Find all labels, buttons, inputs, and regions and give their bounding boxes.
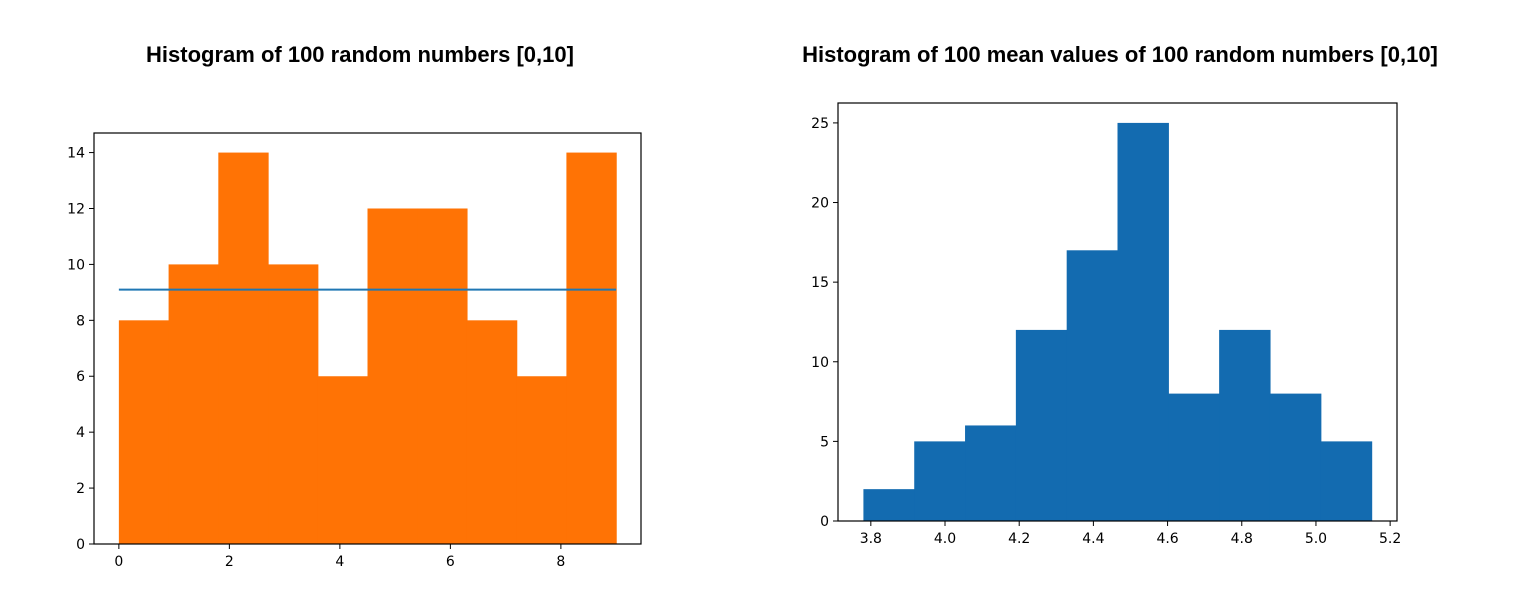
left-chart-bar <box>417 208 468 544</box>
right-chart-x-tick-label: 3.8 <box>860 531 882 547</box>
right-chart-bar <box>1269 393 1322 521</box>
right-chart-y-tick-label: 15 <box>811 275 829 291</box>
left-chart-y-tick-label: 2 <box>76 481 85 497</box>
histogram-right: 3.8 4.0 4.2 4.4 4.6 4.8 5.0 5.2 0 5 10 15 20 25 <box>811 102 1401 547</box>
chart-title-left: Histogram of 100 random numbers [0,10] <box>146 42 574 67</box>
right-chart-x-tick-label: 4.0 <box>934 531 956 547</box>
right-chart-x-tick-label: 5.2 <box>1379 531 1401 547</box>
right-chart-bar <box>1117 122 1169 522</box>
left-chart-y-tick-label: 14 <box>67 146 85 162</box>
right-chart-bar <box>1320 441 1373 521</box>
right-chart-bar <box>1015 329 1068 521</box>
histogram-left: 0 2 4 6 8 0 2 4 6 8 10 12 14 <box>67 132 642 570</box>
left-chart-bar <box>168 264 219 544</box>
right-chart-y-tick-label: 0 <box>820 514 829 530</box>
right-chart-bar <box>1219 329 1271 521</box>
left-chart-bar <box>466 320 518 544</box>
right-chart-bar <box>1066 250 1119 522</box>
left-chart-y-tick-label: 0 <box>76 537 85 553</box>
left-chart-y-tick-label: 4 <box>76 425 85 441</box>
left-chart-x-tick-label: 8 <box>556 554 565 570</box>
right-chart-y-tick-label: 20 <box>811 196 829 212</box>
right-chart-x-tick-label: 4.4 <box>1082 531 1104 547</box>
left-chart-y-tick-label: 12 <box>67 201 85 217</box>
left-chart-x-tick-label: 0 <box>114 554 123 570</box>
left-chart-x-tick-label: 6 <box>446 554 455 570</box>
right-chart-x-tick-label: 4.6 <box>1156 531 1178 547</box>
left-chart-y-tick-label: 6 <box>76 369 85 385</box>
left-chart-bar <box>268 264 319 544</box>
left-chart-bar <box>218 152 269 545</box>
left-chart-bar <box>516 376 568 544</box>
left-chart-bar <box>367 208 418 544</box>
left-chart-bar <box>118 320 170 544</box>
right-chart-y-tick-label: 5 <box>820 434 829 450</box>
left-chart-bar <box>317 376 369 544</box>
left-chart-axes-frame <box>93 132 642 545</box>
right-chart-bar <box>1168 393 1220 521</box>
right-chart-bar <box>965 425 1017 521</box>
right-chart-bar <box>863 489 915 521</box>
right-chart-bar <box>914 441 966 521</box>
right-chart-y-tick-label: 10 <box>811 355 829 371</box>
right-chart-x-tick-label: 4.2 <box>1008 531 1030 547</box>
left-chart-bar <box>566 152 617 545</box>
left-chart-y-tick-label: 8 <box>76 313 85 329</box>
left-chart-x-tick-label: 2 <box>225 554 234 570</box>
left-chart-y-tick-label: 10 <box>67 257 85 273</box>
left-chart-x-tick-label: 4 <box>335 554 344 570</box>
right-chart-y-tick-label: 25 <box>811 116 829 132</box>
right-chart-x-tick-label: 5.0 <box>1305 531 1327 547</box>
right-chart-x-tick-label: 4.8 <box>1231 531 1253 547</box>
chart-title-right: Histogram of 100 mean values of 100 rand… <box>802 42 1438 67</box>
right-chart-axes-frame <box>837 102 1398 522</box>
